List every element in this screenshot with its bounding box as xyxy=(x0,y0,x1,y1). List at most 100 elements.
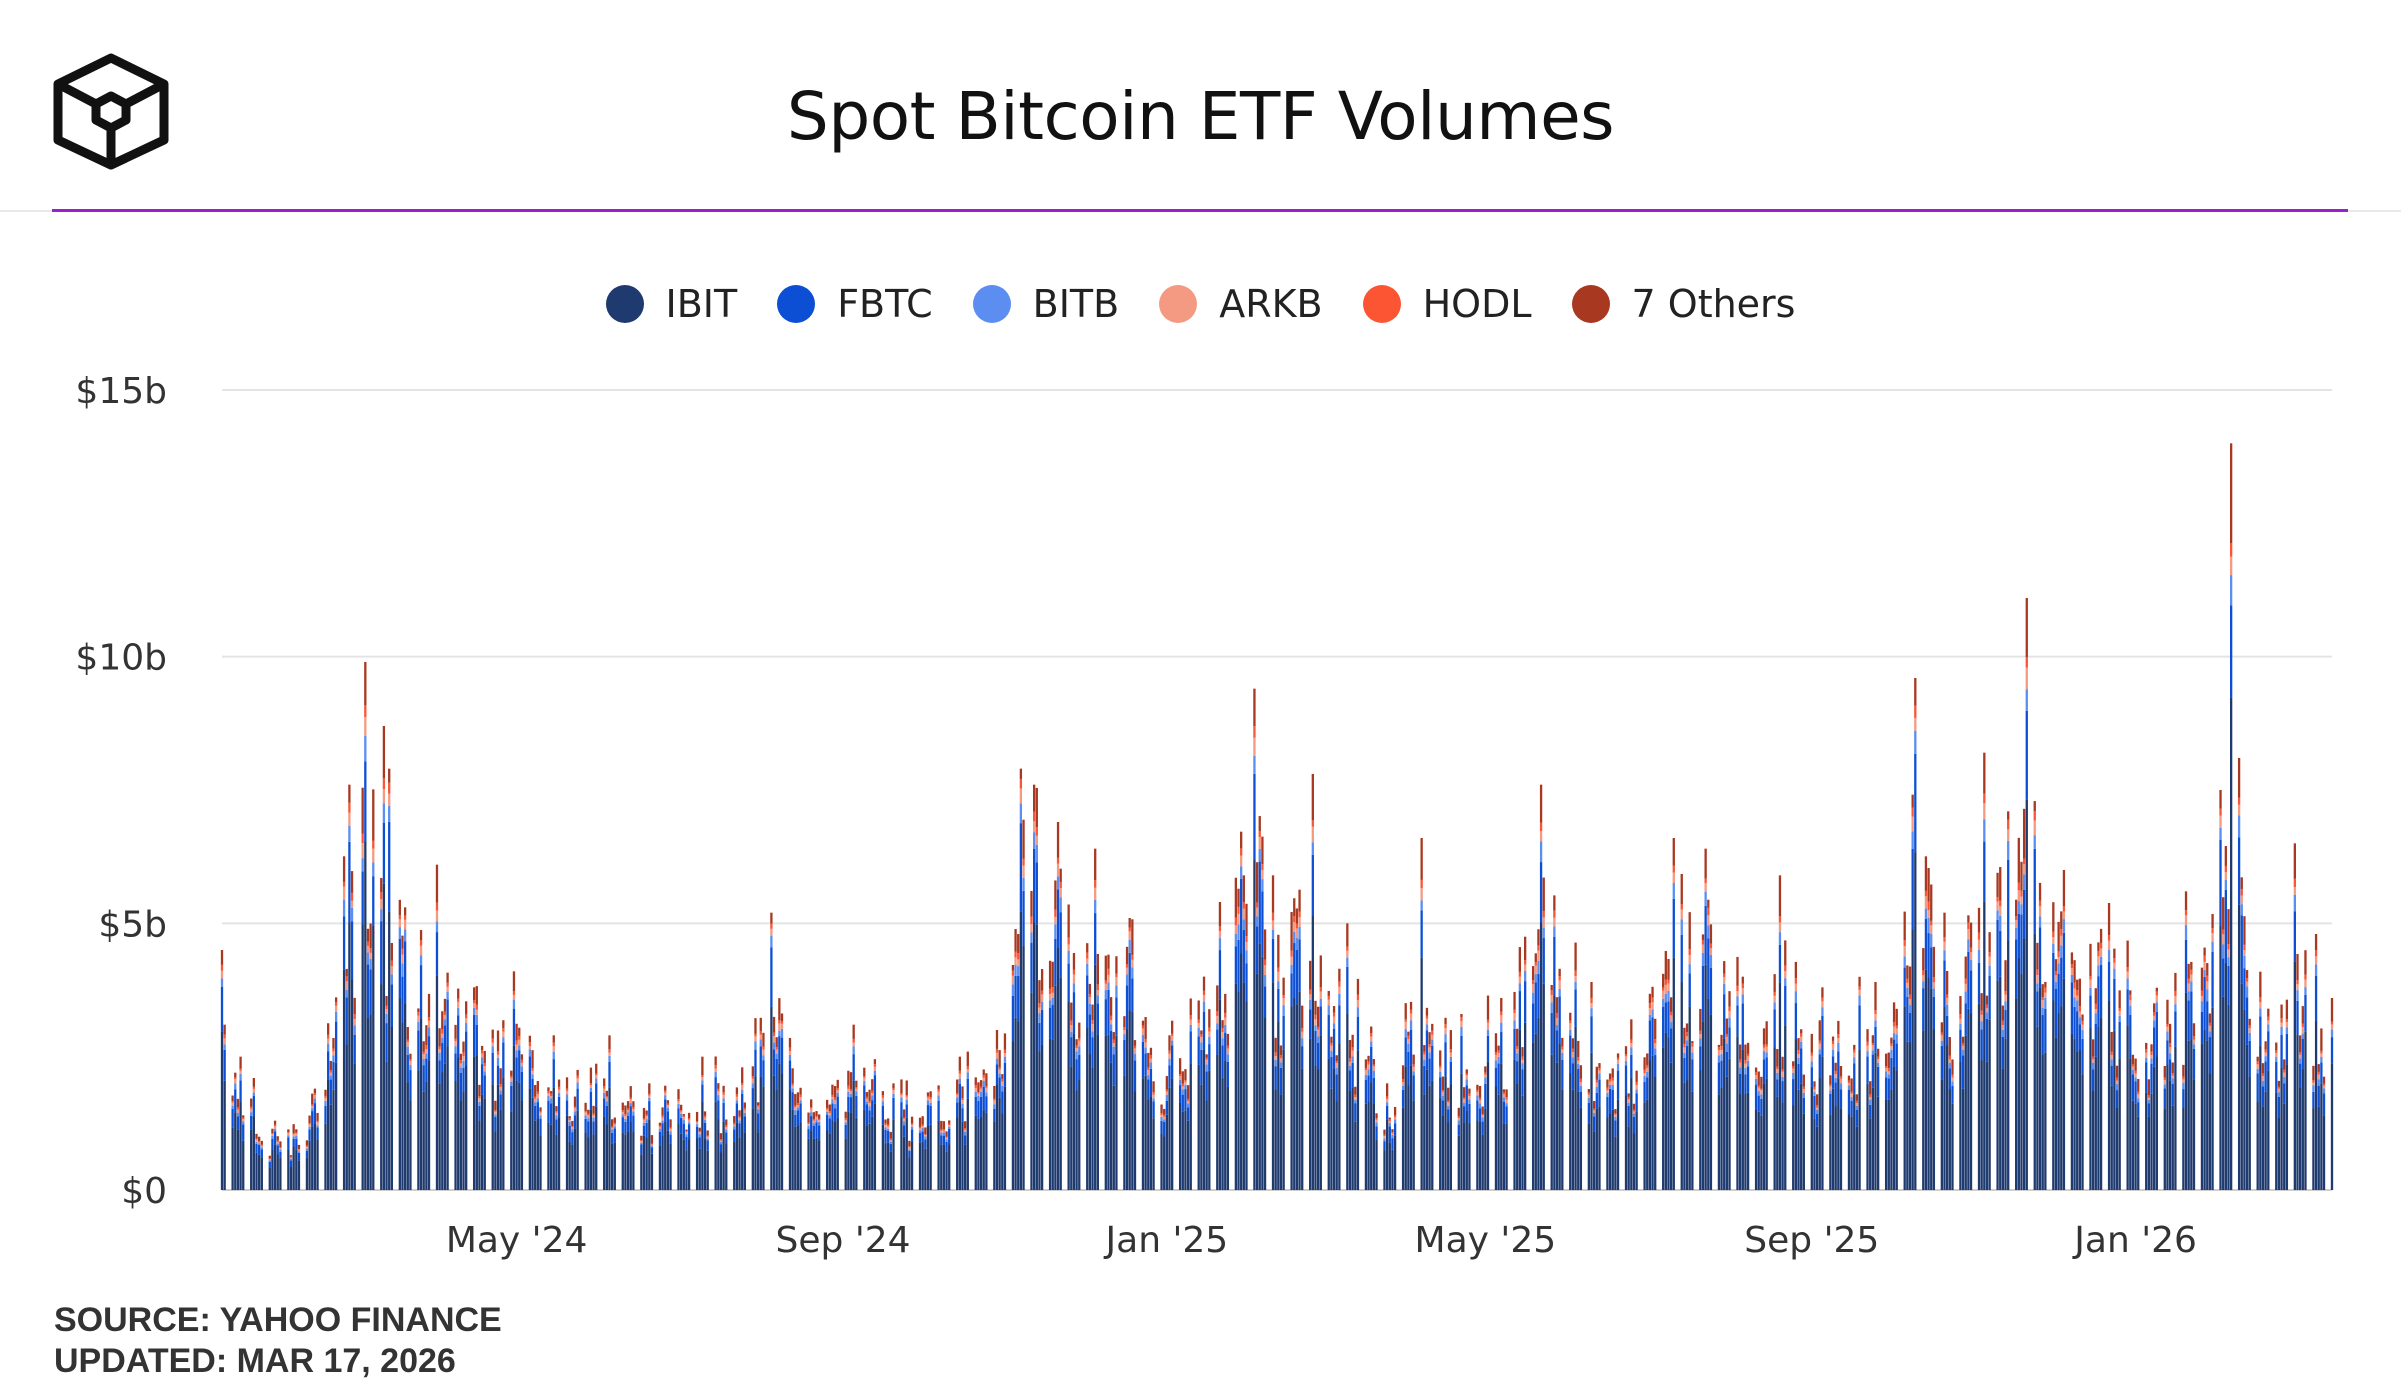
bar-segment-bitb xyxy=(2219,827,2222,840)
bar-segment-fbtc xyxy=(2081,1038,2084,1075)
bar-segment-7-others xyxy=(587,1109,590,1114)
legend-swatch xyxy=(972,285,1011,323)
bar-segment-arkb xyxy=(512,994,516,1000)
bar-segment-7-others xyxy=(1834,1062,1837,1072)
bar-segment-arkb xyxy=(1892,1026,1896,1034)
bar-segment-fbtc xyxy=(1744,1074,1747,1094)
bar-segment-bitb xyxy=(2237,815,2241,838)
bar-segment-7-others xyxy=(995,1030,999,1049)
bar-segment-fbtc xyxy=(1277,988,1280,1022)
bar-segment-arkb xyxy=(536,1094,539,1099)
bar-segment-arkb xyxy=(974,1087,977,1092)
volume-bar xyxy=(512,971,516,1190)
bar-segment-fbtc xyxy=(297,1152,301,1161)
bar-segment-7-others xyxy=(2203,947,2206,956)
bar-segment-arkb xyxy=(1876,1059,1880,1063)
bar-segment-fbtc xyxy=(605,1105,608,1125)
bar-segment-ibit xyxy=(2118,1058,2121,1190)
bar-segment-ibit xyxy=(2129,1058,2132,1190)
bar-segment-ibit xyxy=(2240,983,2243,1190)
bar-segment-7-others xyxy=(889,1131,892,1139)
bar-segment-bitb xyxy=(1271,929,1275,939)
bar-segment-fbtc xyxy=(1555,1030,1559,1063)
bar-segment-7-others xyxy=(311,1093,314,1105)
bar-segment-arkb xyxy=(345,981,348,990)
bar-segment-bitb xyxy=(380,909,383,922)
bar-segment-ibit xyxy=(589,1109,593,1190)
bar-segment-7-others xyxy=(353,997,356,1015)
bar-segment-7-others xyxy=(1884,1053,1888,1067)
bar-segment-7-others xyxy=(1274,1037,1277,1053)
bar-segment-bitb xyxy=(1922,981,1925,989)
bar-segment-7-others xyxy=(966,1051,969,1067)
bar-segment-bitb xyxy=(1776,1072,1779,1080)
volume-bar xyxy=(1680,873,1683,1190)
bar-segment-arkb xyxy=(1728,1011,1731,1018)
bar-segment-ibit xyxy=(863,1109,866,1190)
bar-segment-7-others xyxy=(1391,1129,1394,1133)
bar-segment-hodl xyxy=(664,1090,667,1093)
volume-bar xyxy=(982,1069,985,1190)
bar-segment-hodl xyxy=(1096,984,1100,990)
bar-segment-7-others xyxy=(1776,1048,1779,1067)
volume-bar xyxy=(2248,1018,2251,1190)
bar-segment-ibit xyxy=(2304,1031,2307,1190)
bar-segment-7-others xyxy=(1091,1004,1094,1021)
volume-bar xyxy=(1274,1037,1277,1190)
bar-segment-7-others xyxy=(1635,1070,1638,1082)
bar-segment-arkb xyxy=(1332,1016,1336,1024)
bar-segment-7-others xyxy=(2038,882,2042,901)
bar-segment-7-others xyxy=(613,1117,616,1123)
legend-item-7-others[interactable]: 7 Others xyxy=(1571,282,1795,326)
bar-segment-7-others xyxy=(847,1070,850,1086)
bar-segment-ibit xyxy=(1319,1035,1322,1190)
bar-segment-fbtc xyxy=(1271,938,1275,983)
bar-segment-bitb xyxy=(610,1129,614,1133)
bar-segment-7-others xyxy=(1741,976,1744,984)
bar-segment-bitb xyxy=(1186,1103,1190,1108)
bar-segment-ibit xyxy=(1104,1035,1107,1190)
bar-segment-arkb xyxy=(531,1070,534,1075)
bar-segment-fbtc xyxy=(2304,994,2307,1032)
volume-bar xyxy=(1086,943,1089,1190)
bar-segment-fbtc xyxy=(2314,975,2318,1022)
bar-segment-bitb xyxy=(260,1147,263,1150)
legend-item-hodl[interactable]: HODL xyxy=(1362,282,1532,326)
bar-segment-bitb xyxy=(1279,1062,1283,1068)
bar-segment-arkb xyxy=(762,1049,765,1056)
bar-segment-arkb xyxy=(918,1128,922,1131)
bar-segment-bitb xyxy=(536,1098,539,1103)
legend-swatch xyxy=(1159,285,1198,323)
bar-segment-arkb xyxy=(825,1109,829,1112)
bar-segment-fbtc xyxy=(1186,1107,1190,1121)
legend-item-ibit[interactable]: IBIT xyxy=(605,282,737,326)
bar-segment-arkb xyxy=(1014,957,1017,965)
bar-segment-arkb xyxy=(361,843,364,859)
bar-segment-bitb xyxy=(921,1127,924,1132)
bar-segment-7-others xyxy=(2097,942,2100,951)
bar-segment-bitb xyxy=(1096,995,1100,1004)
volume-bar xyxy=(361,787,364,1190)
bar-segment-7-others xyxy=(2190,961,2193,970)
volume-bar xyxy=(1277,934,1280,1190)
bar-segment-fbtc xyxy=(626,1115,630,1132)
bar-segment-ibit xyxy=(2298,1087,2302,1190)
bar-segment-ibit xyxy=(1895,1070,1898,1190)
legend-item-arkb[interactable]: ARKB xyxy=(1159,282,1323,326)
bar-segment-fbtc xyxy=(380,921,383,985)
bar-segment-7-others xyxy=(982,1069,985,1075)
legend-item-fbtc[interactable]: FBTC xyxy=(777,282,933,326)
bar-segment-ibit xyxy=(1316,1069,1320,1190)
legend-item-bitb[interactable]: BITB xyxy=(972,282,1119,326)
bar-segment-ibit xyxy=(1078,1079,1081,1190)
bar-segment-arkb xyxy=(1271,920,1275,930)
bar-segment-bitb xyxy=(873,1070,877,1076)
bar-segment-7-others xyxy=(1171,1020,1174,1034)
bar-segment-bitb xyxy=(1632,1113,1636,1117)
bar-segment-fbtc xyxy=(2022,889,2026,939)
volume-bar xyxy=(1672,838,1675,1190)
bar-segment-arkb xyxy=(772,1036,776,1043)
bar-segment-fbtc xyxy=(1792,1079,1795,1106)
bar-segment-fbtc xyxy=(1914,753,1917,853)
bar-segment-7-others xyxy=(2301,1006,2304,1024)
